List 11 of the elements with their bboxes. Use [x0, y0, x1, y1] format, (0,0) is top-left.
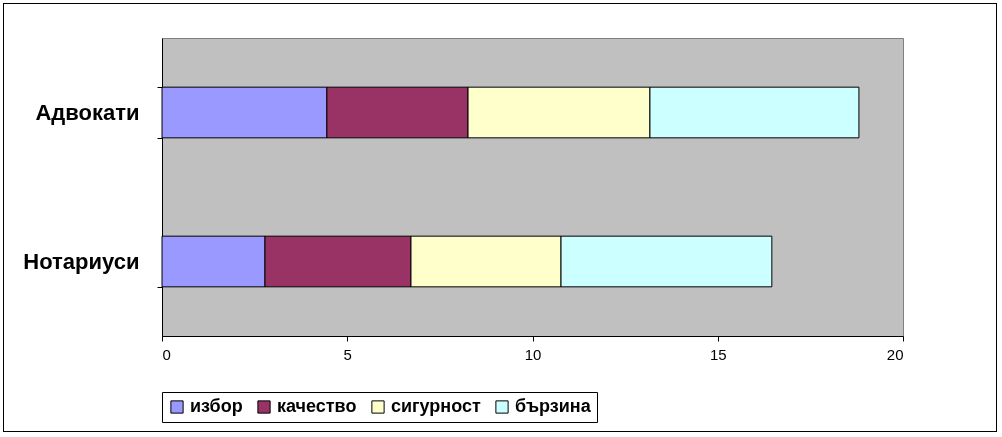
x-tick-label: 10 [524, 345, 542, 363]
y-tick-label: Нотариуси [23, 249, 140, 274]
legend-label: сигурност [391, 396, 481, 416]
legend-label: качество [277, 396, 357, 416]
y-tick-label: Адвокати [35, 100, 140, 125]
x-tick-label: 20 [886, 345, 904, 363]
legend-label: бързина [515, 396, 592, 416]
legend-label: избор [190, 396, 243, 416]
x-tick-label: 15 [709, 345, 727, 363]
x-tick-label: 0 [162, 345, 171, 363]
x-tick-label: 5 [343, 345, 352, 363]
